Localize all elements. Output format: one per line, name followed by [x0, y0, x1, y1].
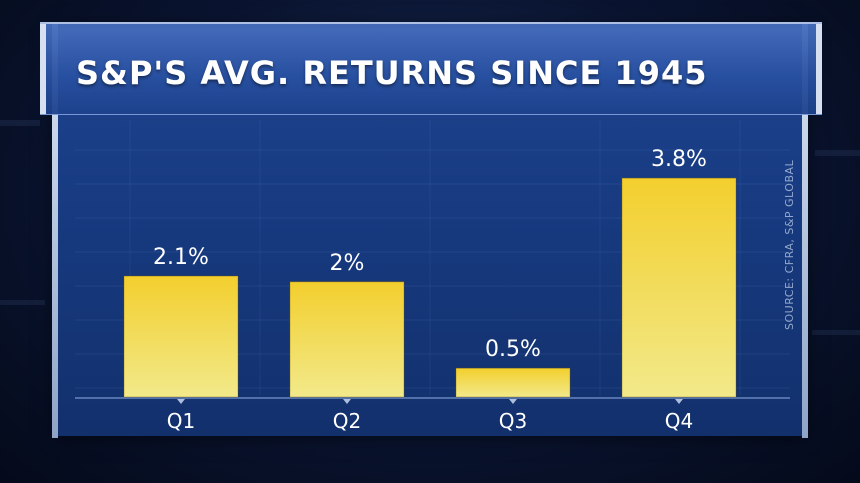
- bars: 2.1% Q1 2% Q2 0.5% Q3 3.8% Q4: [123, 147, 737, 433]
- data-label-q4: 3.8%: [651, 147, 707, 172]
- x-tick-label-q1: Q1: [167, 409, 195, 433]
- bar-q3: [455, 367, 571, 398]
- x-tick-label-q4: Q4: [665, 409, 693, 433]
- x-tick-label-q2: Q2: [333, 409, 361, 433]
- title-cap-left: [40, 24, 46, 114]
- x-tick-q4: [675, 399, 683, 404]
- data-label-q1: 2.1%: [153, 245, 209, 270]
- chart-title: S&P'S AVG. RETURNS SINCE 1945: [76, 54, 708, 92]
- panel-edge-right: [802, 24, 808, 438]
- x-tick-q2: [343, 399, 351, 404]
- bar-q1: [123, 275, 239, 398]
- data-label-q3: 0.5%: [485, 337, 541, 362]
- bar-q4: [621, 177, 737, 398]
- data-label-q2: 2%: [330, 251, 365, 276]
- x-tick-label-q3: Q3: [499, 409, 527, 433]
- panel-edge-left: [52, 24, 58, 438]
- title-cap-right: [816, 24, 822, 114]
- title-bar: [40, 22, 822, 115]
- x-tick-q3: [509, 399, 517, 404]
- bar-q2: [289, 281, 405, 398]
- x-tick-q1: [177, 399, 185, 404]
